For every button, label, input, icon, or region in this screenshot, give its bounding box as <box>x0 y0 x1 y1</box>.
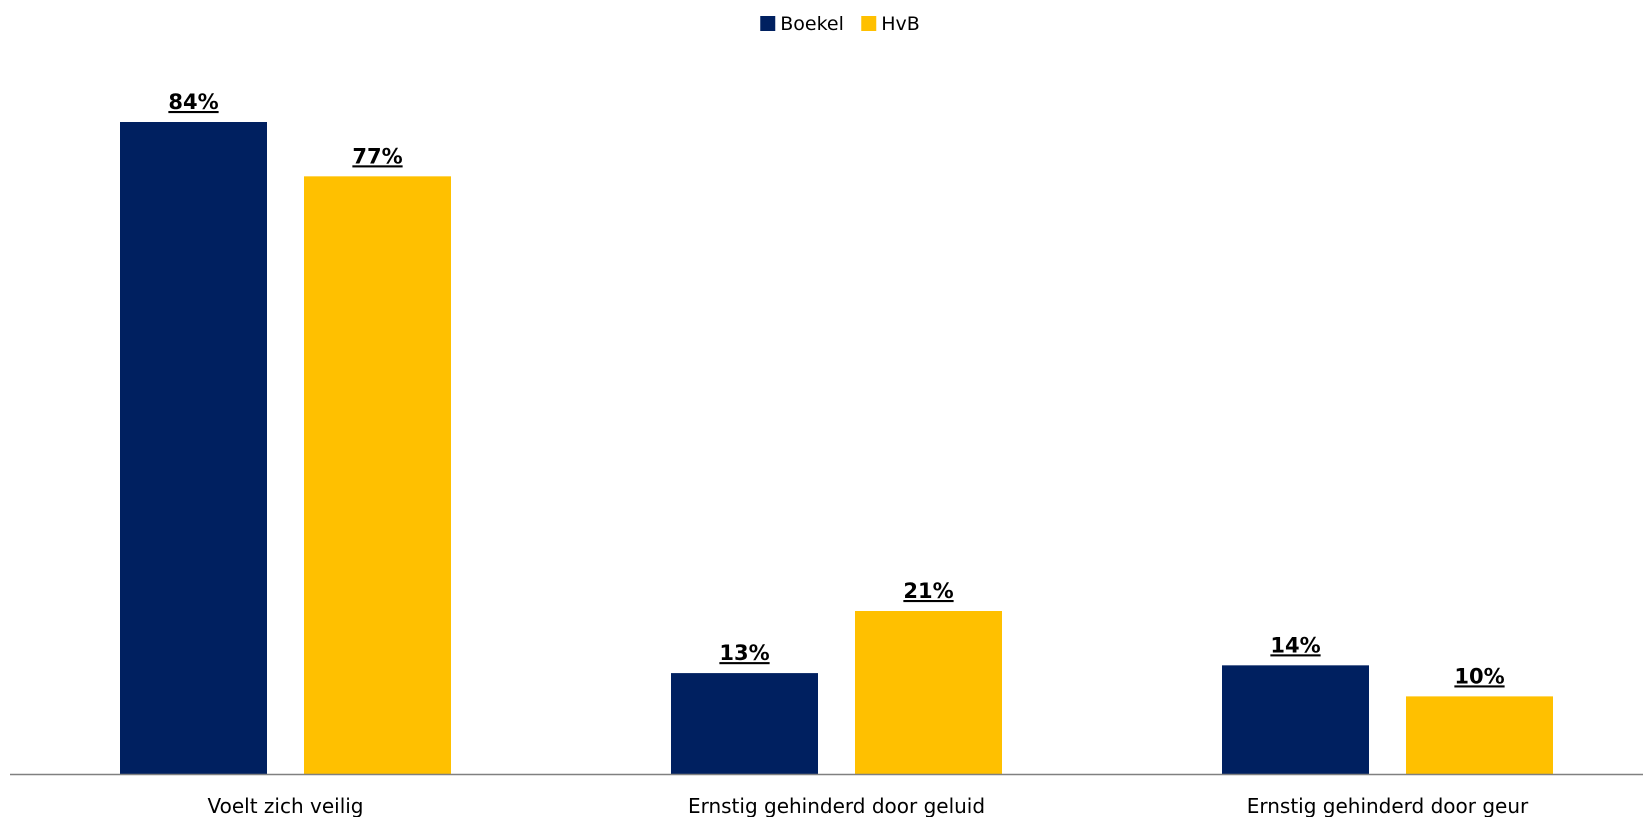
bar-hvb-1 <box>304 176 451 775</box>
bar-boekel-3 <box>1222 665 1369 774</box>
legend-swatch-hvb <box>861 16 877 31</box>
value-label-boekel-3: 14% <box>1270 633 1320 657</box>
value-label-boekel-1: 84% <box>168 90 218 114</box>
value-label-hvb-1: 77% <box>352 144 402 168</box>
legend: Boekel HvB <box>760 13 920 35</box>
bar-hvb-3 <box>1406 696 1553 774</box>
value-labels: 84% 77% 13% 21% 14% 10% <box>168 90 1504 688</box>
category-label-2: Ernstig gehinderd door geluid <box>688 794 985 817</box>
value-label-hvb-3: 10% <box>1454 664 1504 688</box>
bar-boekel-1 <box>120 122 267 774</box>
legend-swatch-boekel <box>760 16 776 31</box>
value-label-hvb-2: 21% <box>903 579 953 603</box>
value-label-boekel-2: 13% <box>719 641 769 665</box>
category-labels: Voelt zich veilig Ernstig gehinderd door … <box>207 794 1529 818</box>
legend-label-boekel: Boekel <box>780 13 844 35</box>
bar-hvb-2 <box>855 611 1002 774</box>
bars <box>120 122 1553 775</box>
legend-label-hvb: HvB <box>881 13 920 35</box>
bar-boekel-2 <box>671 673 818 774</box>
category-label-3: Ernstig gehinderd door geur <box>1247 794 1529 817</box>
category-label-1: Voelt zich veilig <box>207 794 363 817</box>
